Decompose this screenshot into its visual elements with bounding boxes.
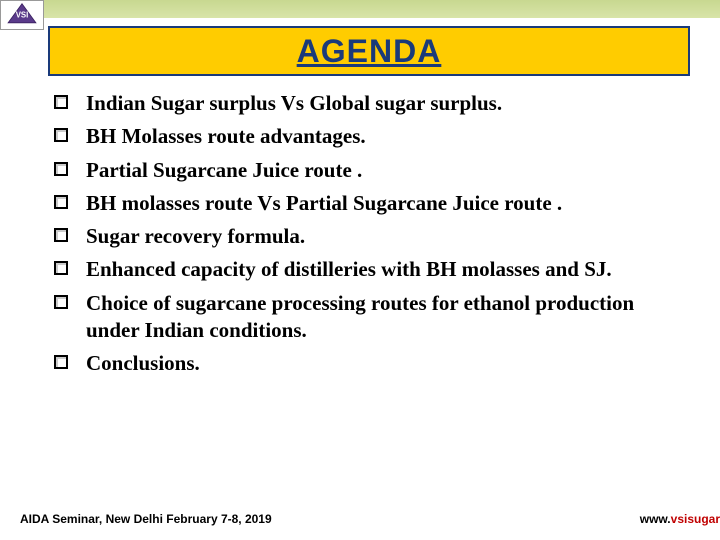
footer-url-prefix: www. xyxy=(640,512,671,526)
bullet-text: Indian Sugar surplus Vs Global sugar sur… xyxy=(86,90,502,117)
bullet-icon xyxy=(54,295,68,309)
svg-text:VSI: VSI xyxy=(16,11,29,20)
bullet-text: Partial Sugarcane Juice route . xyxy=(86,157,362,184)
bullet-text: BH Molasses route advantages. xyxy=(86,123,366,150)
list-item: Sugar recovery formula. xyxy=(54,223,690,250)
list-item: Conclusions. xyxy=(54,350,690,377)
bullet-icon xyxy=(54,355,68,369)
list-item: Enhanced capacity of distilleries with B… xyxy=(54,256,690,283)
bullet-text: BH molasses route Vs Partial Sugarcane J… xyxy=(86,190,562,217)
footer-left: AIDA Seminar, New Delhi February 7-8, 20… xyxy=(20,512,272,526)
footer-right: www.vsisugar xyxy=(640,512,720,526)
top-stripe xyxy=(0,0,720,18)
bullet-text: Conclusions. xyxy=(86,350,200,377)
bullet-text: Choice of sugarcane processing routes fo… xyxy=(86,290,690,345)
bullet-text: Sugar recovery formula. xyxy=(86,223,305,250)
bullet-icon xyxy=(54,261,68,275)
list-item: BH Molasses route advantages. xyxy=(54,123,690,150)
logo: VSI xyxy=(0,0,44,30)
page-title: AGENDA xyxy=(297,33,442,70)
agenda-list: Indian Sugar surplus Vs Global sugar sur… xyxy=(54,90,690,384)
footer-url-domain: vsisugar xyxy=(671,512,720,526)
bullet-icon xyxy=(54,128,68,142)
bullet-icon xyxy=(54,195,68,209)
bullet-icon xyxy=(54,95,68,109)
list-item: Indian Sugar surplus Vs Global sugar sur… xyxy=(54,90,690,117)
list-item: BH molasses route Vs Partial Sugarcane J… xyxy=(54,190,690,217)
bullet-text: Enhanced capacity of distilleries with B… xyxy=(86,256,612,283)
bullet-icon xyxy=(54,162,68,176)
bullet-icon xyxy=(54,228,68,242)
title-box: AGENDA xyxy=(48,26,690,76)
list-item: Partial Sugarcane Juice route . xyxy=(54,157,690,184)
list-item: Choice of sugarcane processing routes fo… xyxy=(54,290,690,345)
